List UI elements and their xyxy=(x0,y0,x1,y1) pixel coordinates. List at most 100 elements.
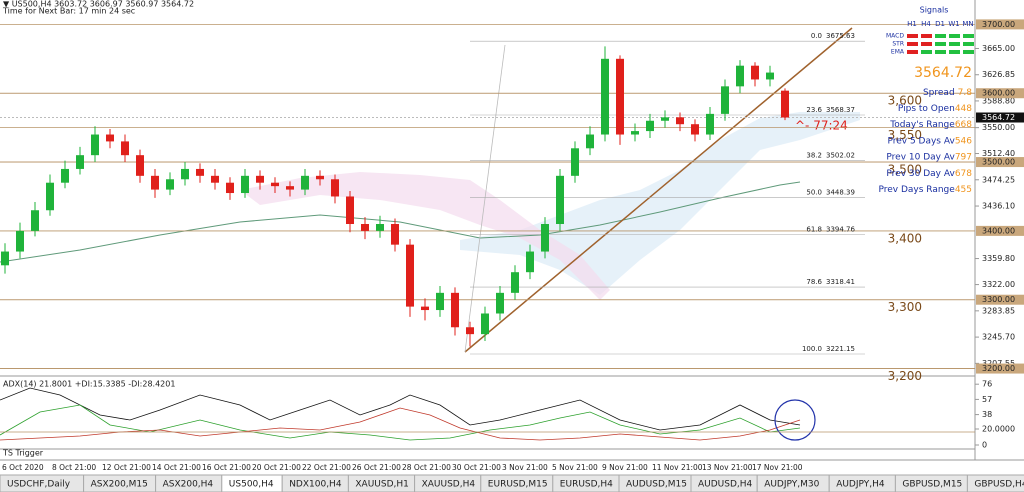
signal-cell xyxy=(935,34,946,38)
signal-column: H1 xyxy=(907,20,917,28)
tab-label[interactable]: EURUSD,M15 xyxy=(488,480,548,490)
candle-body xyxy=(376,224,384,231)
x-tick-label: 3 Nov 21:00 xyxy=(502,463,548,472)
fib-level: 50.0 xyxy=(806,189,822,197)
candle-body xyxy=(316,175,324,180)
fib-price: 3221.15 xyxy=(826,345,855,353)
big-price: 3564.72 xyxy=(914,65,972,81)
stat-value: 546 xyxy=(955,136,972,146)
y-tick-label: 3359.80 xyxy=(982,254,1015,263)
candle-body xyxy=(691,124,699,135)
stat: Prev Days Range455 xyxy=(878,185,972,195)
tab-label[interactable]: XAUUSD,H1 xyxy=(355,480,409,490)
trend-line xyxy=(464,27,853,353)
candle-body xyxy=(571,148,579,176)
fib-level: 38.2 xyxy=(806,152,822,160)
candle-body xyxy=(16,230,24,252)
candle-body xyxy=(166,179,174,190)
candle-body xyxy=(391,224,399,245)
stat-value: 455 xyxy=(955,185,972,195)
tab-label[interactable]: USDCHF,Daily xyxy=(7,480,71,490)
y-tick-label: 3300.00 xyxy=(982,295,1015,304)
signal-cell xyxy=(949,34,960,38)
tab-label[interactable]: AUDJPY,M30 xyxy=(764,480,819,490)
spread-label: Spread xyxy=(923,88,955,98)
y-tick-label: 3550.00 xyxy=(982,123,1015,132)
adx-title: ADX(14) 21.8001 +DI:15.3385 -DI:28.4201 xyxy=(3,380,175,389)
candle-body xyxy=(466,327,474,335)
signals-title: Signals xyxy=(920,6,949,15)
level-tag xyxy=(976,363,1024,374)
candle-body xyxy=(361,224,369,231)
tab[interactable] xyxy=(966,474,1024,492)
y-tick-label: 3283.85 xyxy=(982,306,1015,315)
signal-row: EMA xyxy=(891,49,905,56)
stat-value: 668 xyxy=(955,120,972,130)
y-tick-label: 3400.00 xyxy=(982,226,1015,235)
tab-label[interactable]: AUDJPY,H4 xyxy=(836,480,885,490)
candle-body xyxy=(766,72,774,80)
tab-label[interactable]: EURUSD,H4 xyxy=(560,480,613,490)
signal-column: H4 xyxy=(921,20,931,28)
header-timer: Time for Next Bar: 17 min 24 sec xyxy=(2,7,135,16)
x-tick-label: 13 Nov 21:00 xyxy=(702,463,753,472)
signal-cell xyxy=(935,50,946,54)
x-tick-label: 17 Nov 21:00 xyxy=(752,463,803,472)
stat: Prev 5 Days Av546 xyxy=(887,136,972,146)
signal-cell xyxy=(921,42,932,46)
candle-body xyxy=(631,131,639,135)
candle-body xyxy=(301,175,309,190)
y-tick-label: 3200.00 xyxy=(982,364,1015,373)
y-tick-label: 3207.55 xyxy=(982,359,1015,368)
signal-cell xyxy=(949,50,960,54)
x-tick-label: 16 Oct 21:00 xyxy=(202,463,251,472)
candle-body xyxy=(496,292,504,314)
fib-level: 23.6 xyxy=(806,106,822,114)
candle-body xyxy=(601,58,609,135)
tab-label[interactable]: GBPUSD,M15 xyxy=(902,480,962,490)
candle-body xyxy=(661,117,669,121)
stat: Prev 30 Day Av678 xyxy=(886,168,972,178)
signal-cell xyxy=(935,42,946,46)
tab-label[interactable]: ASX200,H4 xyxy=(163,480,214,490)
level-tag xyxy=(976,157,1024,168)
candle-body xyxy=(226,182,234,194)
spread: Spread 7.8 xyxy=(923,88,972,98)
tab-label[interactable]: AUDUSD,H4 xyxy=(698,480,753,490)
y-tick-label: 3588.80 xyxy=(982,96,1015,105)
x-tick-label: 20 Oct 21:00 xyxy=(252,463,301,472)
header-symbol: ▼ US500,H4 3603.72 3606.97 3560.97 3564.… xyxy=(3,0,194,9)
tab-label[interactable]: XAUUSD,H4 xyxy=(422,480,476,490)
candle-body xyxy=(646,120,654,132)
fib-price: 3568.37 xyxy=(826,106,855,114)
candle-body xyxy=(121,141,129,156)
tab-label[interactable]: AUDUSD,M15 xyxy=(626,480,687,490)
ts-title: TS Trigger xyxy=(2,449,44,458)
tab-label[interactable]: ASX200,M15 xyxy=(91,480,148,490)
tab-label[interactable]: GBPUSD,H4 xyxy=(974,480,1024,490)
fib-level: 78.6 xyxy=(806,278,822,286)
tab-label[interactable]: NDX100,H4 xyxy=(289,480,342,490)
signal-cell xyxy=(907,50,918,54)
y-tick-label: 3245.70 xyxy=(982,333,1015,342)
fib-level: 100.0 xyxy=(802,345,822,353)
candle-body xyxy=(211,175,219,183)
candle-body xyxy=(436,292,444,311)
candle-body xyxy=(721,86,729,114)
stat-label: Prev 30 Day Av xyxy=(886,168,955,178)
adx-tick-label: 0 xyxy=(982,441,987,450)
current-price-tag xyxy=(976,112,1024,123)
minus-di-line xyxy=(0,407,801,441)
level-label: 3,600 xyxy=(888,94,922,108)
fib-level: 0.0 xyxy=(811,32,822,40)
candle-body xyxy=(91,134,99,156)
tab-label[interactable]: US500,H4 xyxy=(229,480,274,490)
candle-body xyxy=(136,155,144,176)
stat-label: Pips to Open xyxy=(898,104,955,114)
adx-line xyxy=(0,387,801,431)
candle-body xyxy=(511,272,519,293)
signal-cell xyxy=(921,34,932,38)
candle-body xyxy=(196,168,204,176)
fib-price: 3318.41 xyxy=(826,278,855,286)
level-label: 3,400 xyxy=(888,231,922,245)
